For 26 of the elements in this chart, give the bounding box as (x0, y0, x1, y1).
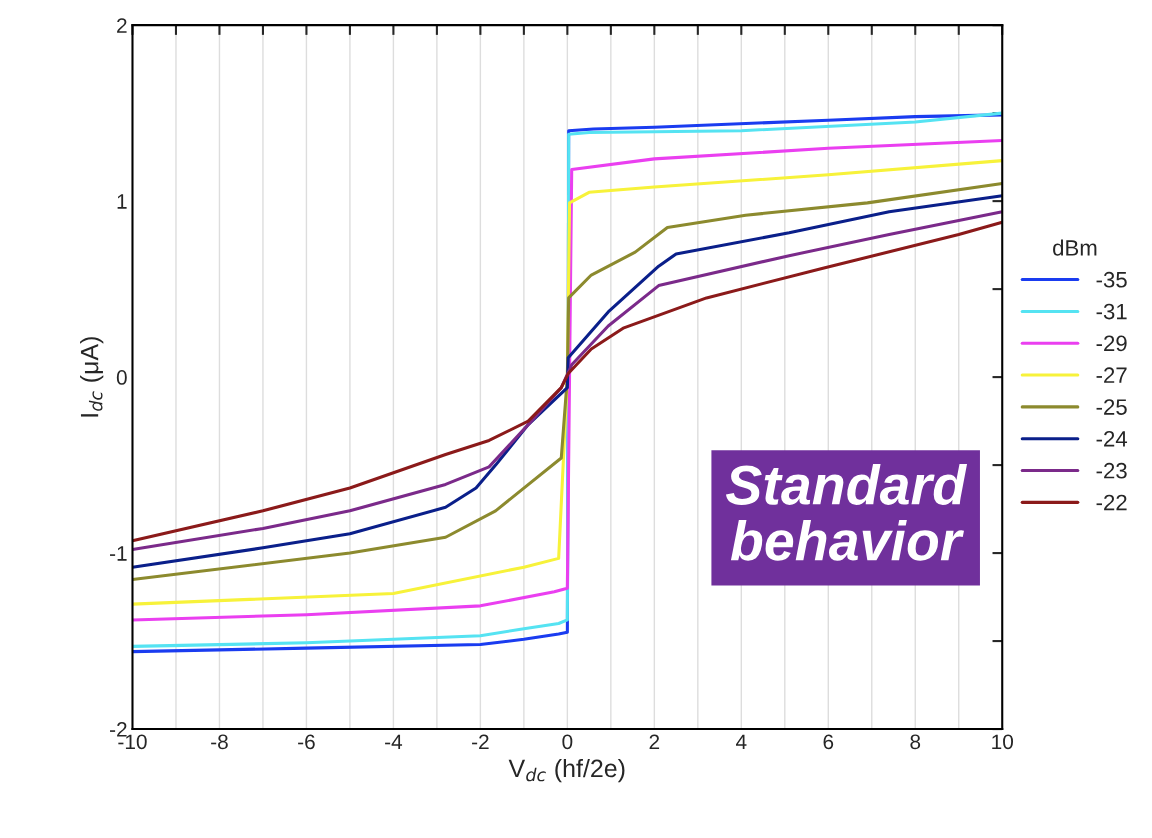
legend-label: -22 (1096, 494, 1127, 511)
y-axis-title: I$_{dc}$ (μA) (80, 337, 104, 417)
x-tick-label: -2 (472, 734, 489, 750)
legend-label: -24 (1096, 430, 1128, 447)
x-axis-title: V$_{dc}$ (hf/2e) (508, 758, 625, 783)
x-tick-label: 8 (910, 734, 921, 750)
legend-label: -31 (1096, 303, 1127, 320)
x-tick-label: 6 (823, 734, 834, 750)
legend-label: -29 (1096, 335, 1127, 352)
legend-title: dBm (1053, 239, 1097, 256)
y-tick-label: 1 (117, 194, 127, 209)
legend-label: -23 (1096, 462, 1127, 479)
x-tick-label: 0 (562, 734, 573, 750)
x-tick-label: -8 (211, 734, 228, 750)
y-tick-label: -1 (110, 546, 127, 561)
x-tick-label: 4 (736, 734, 747, 750)
legend-label: -25 (1096, 399, 1127, 415)
x-tick-label: 10 (992, 734, 1014, 750)
legend-label: -27 (1096, 367, 1127, 383)
legend-label: -35 (1096, 271, 1127, 288)
x-tick-label: -4 (385, 734, 403, 750)
y-tick-label: 2 (117, 18, 127, 33)
annotation: Standard behavior (725, 464, 968, 561)
x-tick-label: 2 (649, 734, 660, 750)
x-tick-label: -6 (298, 734, 315, 750)
y-tick-label: 0 (116, 370, 127, 385)
